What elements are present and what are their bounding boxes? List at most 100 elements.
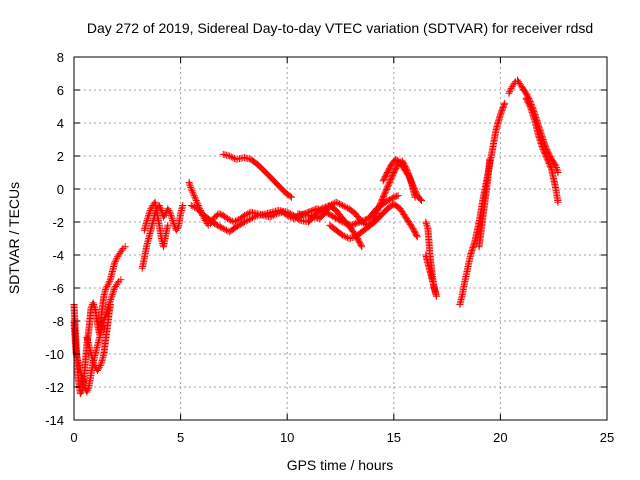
gridlines [74, 57, 607, 420]
data-point [166, 208, 174, 216]
data-point [96, 363, 104, 371]
data-point-fill [214, 221, 222, 229]
x-tick-label: 15 [387, 430, 401, 445]
data-point-fill [499, 105, 507, 113]
data-point-fill [225, 216, 233, 224]
data-point-fill [109, 287, 117, 295]
data-point-fill [286, 192, 294, 200]
data-point-fill [334, 199, 342, 207]
data-point-fill [342, 203, 350, 211]
data-point-fill [216, 210, 224, 218]
data-point-fill [190, 192, 198, 200]
data-point-fill [357, 241, 365, 249]
data-point-fill [350, 220, 358, 228]
data-point [219, 225, 227, 233]
data-point-fill [383, 197, 391, 205]
y-tick-label: -4 [52, 248, 64, 263]
data-point-fill [332, 214, 340, 222]
data-point-fill [337, 230, 345, 238]
data-point [418, 197, 426, 205]
data-point [117, 276, 125, 284]
data-point [224, 215, 232, 223]
data-point-fill [191, 193, 199, 201]
y-tick-label: 6 [57, 83, 64, 98]
data-point-fill [342, 233, 350, 241]
data-point-fill [107, 294, 115, 302]
data-point-fill [506, 86, 514, 94]
data-point-fill [118, 246, 126, 254]
data-point-fill [506, 88, 514, 96]
data-point-fill [110, 286, 118, 294]
series-s7 [187, 202, 366, 251]
data-point [505, 89, 513, 97]
x-tick-label: 25 [600, 430, 614, 445]
data-point [358, 218, 366, 226]
data-point-fill [245, 216, 253, 224]
data-point [230, 218, 238, 226]
data-point-fill [165, 206, 173, 214]
data-point [83, 388, 91, 396]
x-tick-label: 20 [493, 430, 507, 445]
series-s15 [505, 76, 562, 176]
y-tick-label: -14 [45, 413, 64, 428]
series-s14 [475, 155, 494, 251]
data-point-fill [192, 197, 200, 205]
y-tick-label: 0 [57, 182, 64, 197]
data-point-fill [143, 216, 151, 224]
data-point-fill [107, 296, 115, 304]
data-point [554, 198, 562, 206]
series-s10 [326, 200, 421, 242]
data-point-fill [186, 180, 194, 188]
data-point-fill [168, 213, 176, 221]
data-point [111, 259, 119, 267]
series-s5 [140, 198, 172, 251]
y-tick-label: -2 [52, 215, 64, 230]
data-point-fill [144, 213, 152, 221]
data-point-fill [235, 221, 243, 229]
data-points [70, 76, 562, 398]
axes: 0 5 10 15 20 25 -14 -12 -10 -8 -6 -4 -2 0 2 4 6 8 [45, 50, 614, 445]
data-point-fill [167, 211, 175, 219]
data-point-fill [189, 188, 197, 196]
data-point-fill [103, 282, 111, 290]
data-point-fill [105, 279, 113, 287]
data-point-fill [215, 222, 223, 230]
data-point-fill [391, 193, 399, 201]
data-point [226, 152, 234, 160]
data-point-fill [422, 220, 430, 228]
data-point-fill [249, 214, 257, 222]
data-point [283, 208, 291, 216]
data-point-fill [498, 106, 506, 114]
data-point-fill [361, 220, 369, 228]
data-point-fill [239, 219, 247, 227]
data-point [332, 198, 340, 206]
data-point-fill [186, 182, 194, 190]
data-point [187, 185, 195, 193]
data-point-fill [238, 220, 246, 228]
data-point-fill [96, 362, 104, 370]
data-point-fill [423, 223, 431, 231]
data-point-fill [91, 304, 99, 312]
data-point [108, 291, 116, 299]
data-point [486, 155, 494, 163]
data-point-fill [526, 101, 534, 109]
data-point-fill [161, 211, 169, 219]
data-point [422, 218, 430, 226]
data-point-fill [90, 360, 98, 368]
data-point [394, 192, 402, 200]
x-tick-label: 0 [70, 430, 77, 445]
data-point-fill [227, 153, 235, 161]
y-tick-label: -12 [45, 380, 64, 395]
data-point-fill [416, 195, 424, 203]
data-point-fill [386, 196, 394, 204]
data-point-fill [221, 225, 229, 233]
series-s9 [294, 157, 419, 229]
data-point [89, 299, 97, 307]
data-point [330, 213, 338, 221]
data-point-fill [111, 258, 119, 266]
data-point-fill [384, 197, 392, 205]
series-s12 [422, 218, 440, 300]
chart-title: Day 272 of 2019, Sidereal Day-to-day VTE… [87, 20, 593, 36]
x-axis-title: GPS time / hours [287, 457, 394, 473]
data-point [266, 213, 274, 221]
